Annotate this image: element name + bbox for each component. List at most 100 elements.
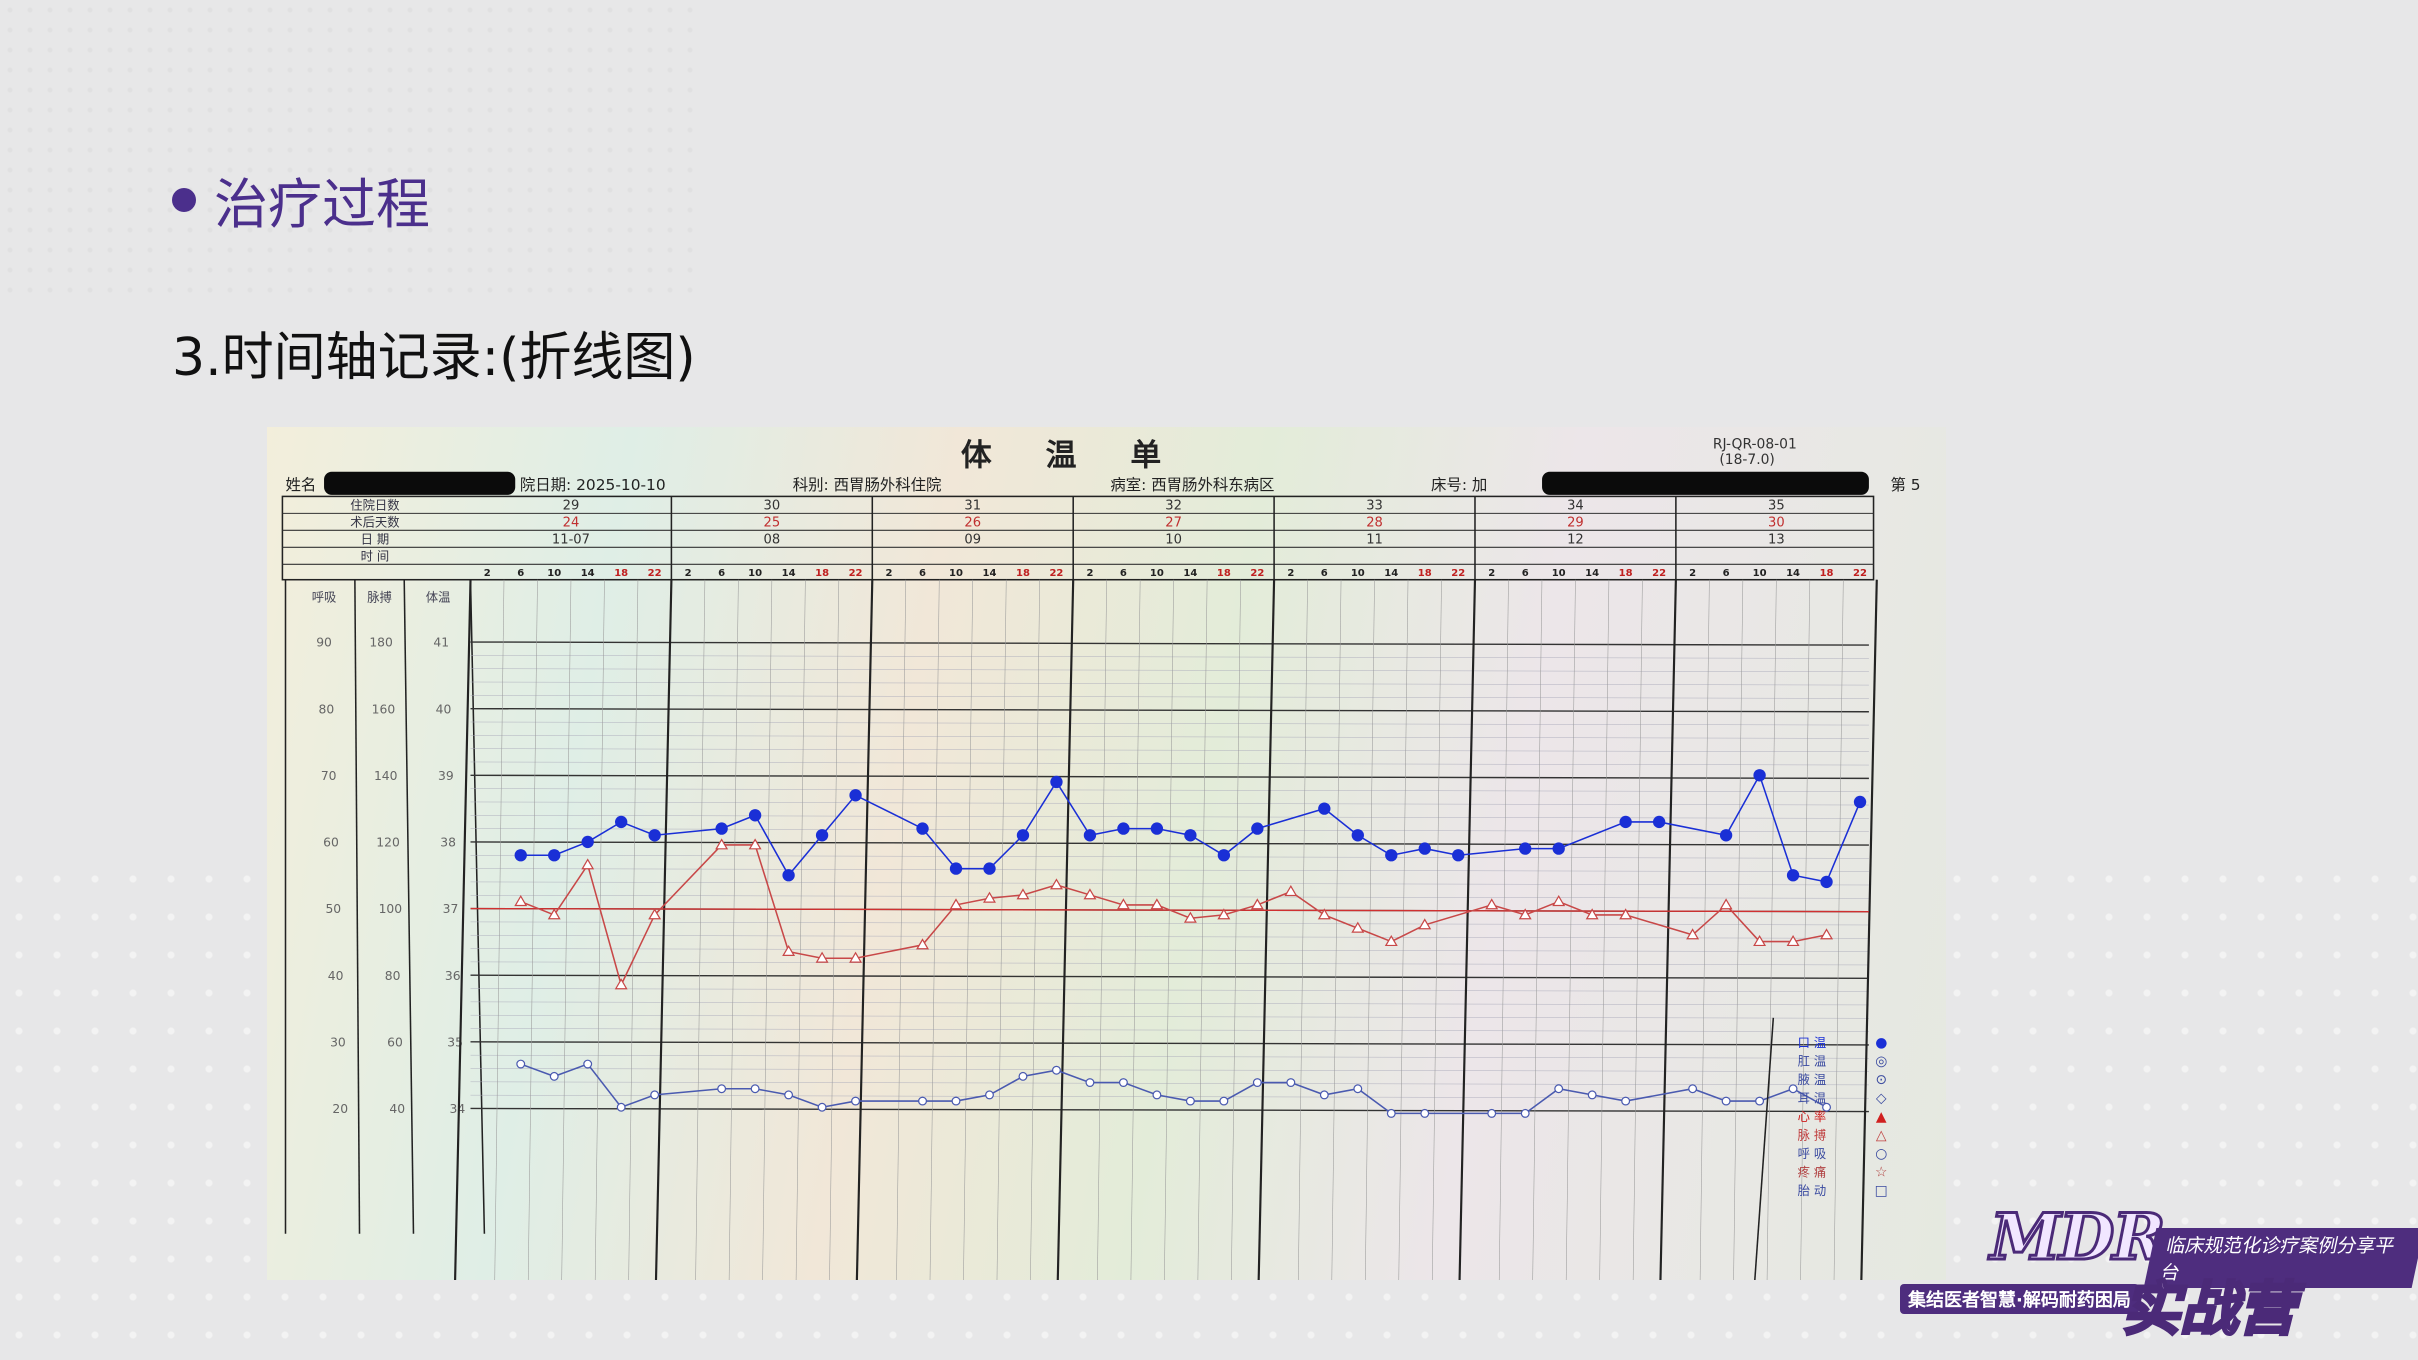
grid-v-line	[896, 579, 907, 1280]
temp-point	[1351, 829, 1364, 842]
time-tick: 10	[1351, 568, 1365, 579]
pulse-point	[1284, 884, 1298, 897]
resp-tick: 60	[323, 836, 339, 850]
grid-h-line	[470, 801, 1869, 806]
grid-h-line	[470, 1107, 1869, 1113]
resp-point	[750, 1084, 760, 1094]
resp-point	[1721, 1096, 1731, 1106]
resp-point	[985, 1090, 994, 1100]
pulse-point	[715, 838, 729, 850]
temp-tick: 41	[433, 636, 449, 650]
row-label-date: 日 期	[361, 532, 390, 546]
pulse-tick: 140	[374, 769, 398, 783]
slide-subtitle: 3.时间轴记录:(折线图)	[172, 328, 696, 388]
grid-v-line	[1130, 579, 1141, 1280]
grid-v-line	[1532, 579, 1543, 1280]
time-tick: 2	[1086, 568, 1093, 579]
temp-point	[949, 862, 963, 875]
time-tick: 14	[983, 568, 997, 579]
grid-h-line	[470, 761, 1869, 766]
legend-symbol-icon: △	[1876, 1128, 1887, 1144]
series-line-1	[520, 844, 1827, 988]
department: 科别: 西胃肠外科住院	[793, 475, 942, 494]
header-cell-hospital_day: 29	[563, 499, 580, 514]
legend-symbol-icon: ⊙	[1875, 1072, 1887, 1088]
pulse-point	[1016, 888, 1030, 900]
grid-h-line	[470, 641, 1869, 646]
temp-point	[1853, 795, 1867, 809]
temp-point	[715, 822, 728, 835]
time-tick: 22	[1853, 568, 1867, 579]
time-tick: 6	[1120, 568, 1127, 579]
time-tick: 2	[1689, 568, 1696, 579]
grid-v-line	[527, 579, 538, 1280]
header-cell-date: 11	[1366, 532, 1383, 547]
resp-point	[1152, 1090, 1162, 1100]
grid-v-line	[1860, 579, 1878, 1280]
pulse-tick: 180	[369, 636, 393, 650]
grid-v-line	[1458, 579, 1477, 1280]
time-tick: 22	[1250, 568, 1264, 579]
time-tick: 22	[648, 568, 662, 579]
resp-point	[1319, 1090, 1329, 1100]
pulse-point	[916, 938, 929, 950]
pulse-point	[547, 908, 561, 920]
pulse-point	[1552, 894, 1566, 907]
grid-v-line	[494, 579, 505, 1280]
grid-h-line	[470, 788, 1869, 792]
resp-point	[1520, 1108, 1530, 1118]
pulse-point	[782, 944, 796, 957]
header-cell-postop_day: 25	[764, 515, 781, 530]
grid-v-line	[1197, 579, 1208, 1280]
temp-point	[916, 822, 929, 835]
grid-v-line	[654, 579, 673, 1280]
pulse-point	[1485, 898, 1499, 910]
grid-v-line	[1164, 579, 1174, 1280]
resp-tick: 20	[332, 1102, 348, 1116]
time-tick: 18	[1016, 568, 1030, 579]
time-tick: 10	[1552, 568, 1566, 579]
grid-h-line	[470, 735, 1869, 739]
grid-v-line	[1257, 579, 1276, 1280]
grid-h-line	[470, 934, 1869, 939]
time-tick: 6	[1522, 568, 1529, 579]
temp-point	[1552, 842, 1565, 855]
time-tick: 18	[1217, 568, 1231, 579]
pulse-point	[949, 898, 963, 910]
axis-header-pulse: 脉搏	[367, 589, 392, 604]
logo-mdr: MDR	[1989, 1199, 2168, 1277]
time-tick: 18	[1619, 568, 1633, 579]
grid-v-line	[1231, 579, 1241, 1280]
grid-h-line	[470, 1014, 1869, 1019]
temp-point	[1619, 815, 1632, 829]
resp-point	[1252, 1078, 1262, 1088]
resp-point	[650, 1090, 660, 1100]
temp-tick: 38	[440, 836, 456, 850]
resp-point	[817, 1102, 827, 1112]
time-tick: 2	[685, 568, 692, 579]
form-version: (18-7.0)	[1719, 452, 1774, 468]
grid-v-line	[1498, 579, 1509, 1280]
pulse-point	[1384, 934, 1398, 947]
series-line-2	[520, 1063, 1827, 1115]
time-tick: 22	[1049, 568, 1063, 579]
legend-label: 脉 搏	[1798, 1128, 1827, 1143]
grid-v-line	[1632, 579, 1643, 1280]
legend-label: 疼 痛	[1798, 1165, 1827, 1180]
time-tick: 10	[748, 568, 762, 579]
grid-h-line	[470, 1081, 1869, 1086]
section-title-text: 治疗过程	[214, 173, 430, 236]
time-tick: 14	[581, 568, 595, 579]
ward: 病室: 西胃肠外科东病区	[1110, 476, 1274, 494]
resp-point	[516, 1059, 526, 1069]
header-cell-hospital_day: 33	[1366, 499, 1383, 514]
header-cell-hospital_day: 34	[1567, 499, 1584, 514]
logo-slogan: 集结医者智慧·解码耐药困局	[1900, 1284, 2139, 1314]
grid-v-line	[628, 579, 639, 1280]
pulse-point	[514, 894, 528, 907]
page-number: 第 5	[1890, 476, 1920, 494]
temp-point	[748, 809, 762, 822]
pulse-point	[1217, 908, 1231, 920]
legend-label: 呼 吸	[1798, 1147, 1827, 1161]
pulse-tick: 160	[372, 702, 396, 716]
